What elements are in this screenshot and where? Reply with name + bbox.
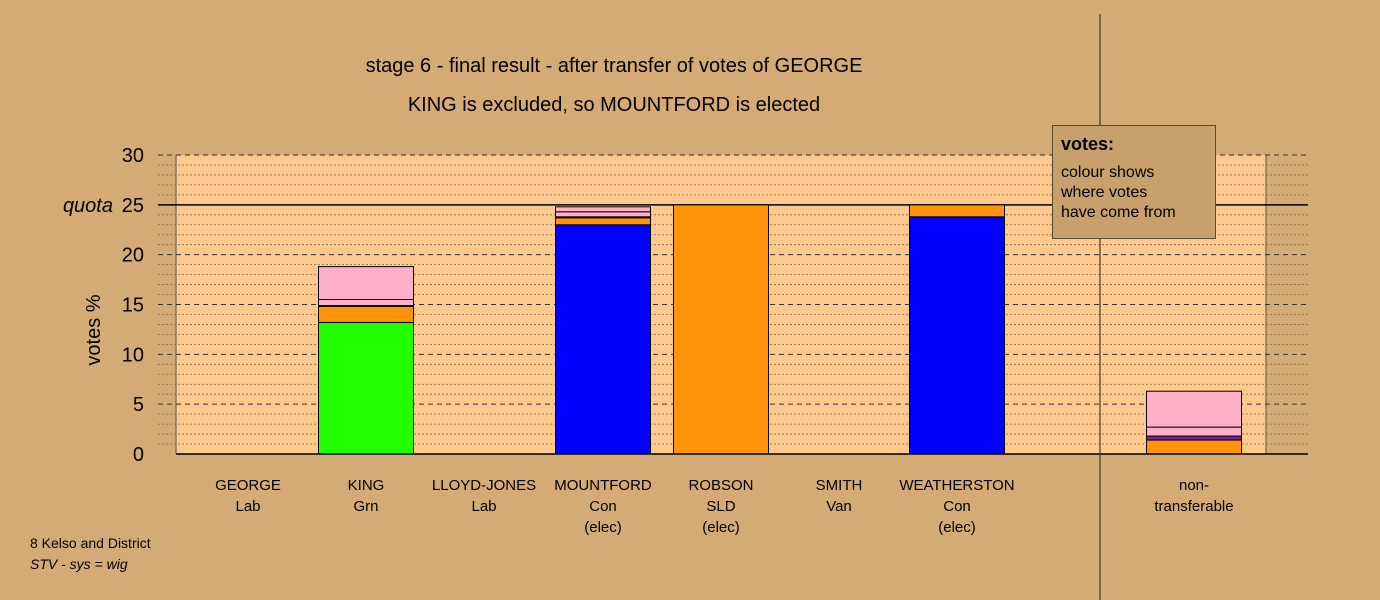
footer-ward: 8 Kelso and District [30, 535, 151, 551]
legend-title: votes: [1061, 134, 1115, 154]
y-tick-label: 20 [122, 245, 144, 267]
bar-segment [555, 217, 651, 226]
bar-segment [555, 224, 651, 455]
category-label: transferable [1154, 498, 1233, 515]
category-label: (elec) [938, 519, 976, 536]
bar-segment [318, 305, 414, 323]
legend-box: votes: colour shows where votes have com… [1052, 125, 1216, 239]
y-tick-label: 25 [122, 195, 144, 217]
category-label: non- [1179, 477, 1209, 494]
y-tick-label: 5 [133, 394, 144, 416]
category-label: KING [348, 477, 385, 494]
bar-segment [1146, 435, 1242, 441]
bar-segment [555, 211, 651, 218]
bar-segment [318, 299, 414, 306]
y-axis-title: votes % [83, 294, 105, 365]
category-label: SMITH [816, 477, 863, 494]
category-label: Van [826, 498, 852, 515]
y-tick-label: 10 [122, 344, 144, 366]
legend-line-2: where votes [1061, 184, 1148, 201]
category-label: WEATHERSTON [899, 477, 1014, 494]
category-label: GEORGE [215, 477, 281, 494]
bar-segment [1146, 426, 1242, 437]
bar-segment [1146, 439, 1242, 455]
y-tick-label: 30 [122, 145, 144, 167]
bar-segment [318, 321, 414, 455]
legend-line-1: colour shows [1061, 164, 1155, 181]
bar-segment [909, 204, 1005, 218]
category-label: (elec) [584, 519, 622, 536]
footer-system: STV - sys = wig [30, 556, 128, 572]
bar-segment [1146, 390, 1242, 428]
chart-title-line2: KING is excluded, so MOUNTFORD is electe… [408, 94, 820, 116]
category-label: ROBSON [688, 477, 753, 494]
category-label: (elec) [702, 519, 740, 536]
category-label: Con [589, 498, 617, 515]
category-label: SLD [706, 498, 735, 515]
category-label: Con [943, 498, 971, 515]
y-tick-label: 15 [122, 295, 144, 317]
bar-segment [909, 216, 1005, 455]
bar-segment [555, 206, 651, 213]
y-tick-label: 0 [133, 444, 144, 466]
category-label: LLOYD-JONES [432, 477, 536, 494]
category-label: Grn [353, 498, 378, 515]
legend-line-3: have come from [1061, 204, 1176, 221]
bar-segment [673, 204, 769, 455]
category-label: MOUNTFORD [554, 477, 652, 494]
quota-label: quota [63, 195, 113, 217]
bar-segment [318, 266, 414, 301]
category-label: Lab [235, 498, 260, 515]
chart-title-line1: stage 6 - final result - after transfer … [366, 55, 863, 77]
category-label: Lab [471, 498, 496, 515]
